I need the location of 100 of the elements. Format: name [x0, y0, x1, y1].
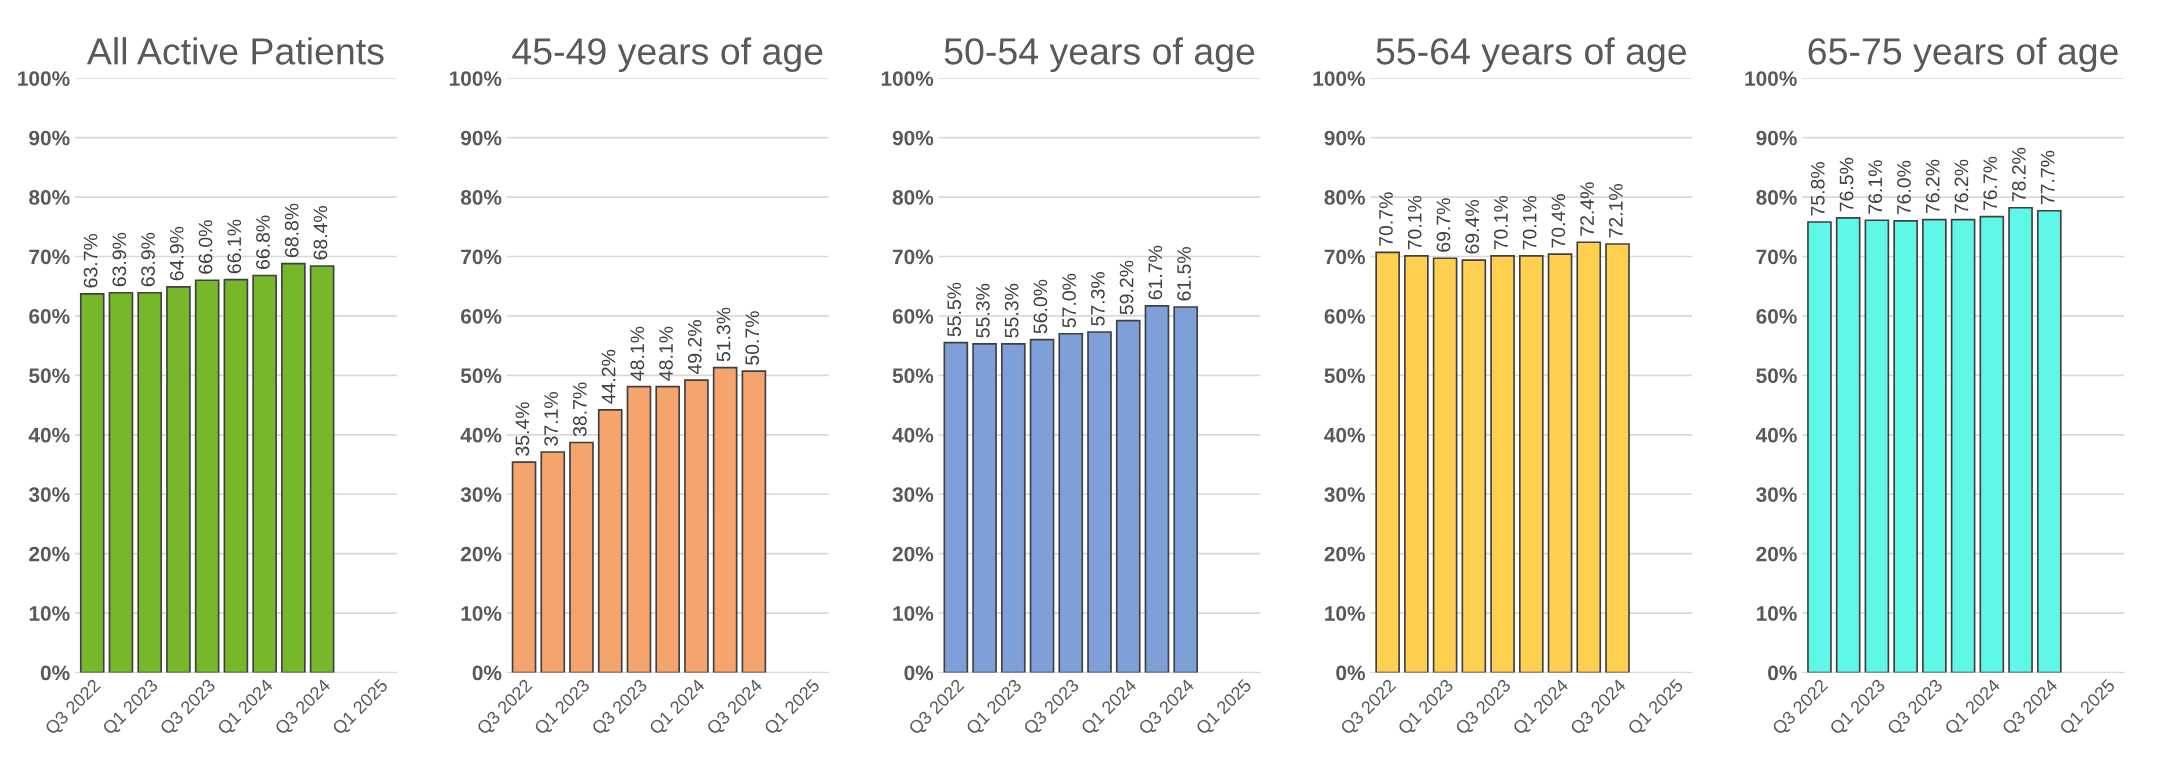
bar [511, 461, 537, 673]
y-tick-label: 90% [1756, 130, 1797, 146]
y-tick-label: 40% [1755, 427, 1797, 443]
y-tick-label: 100% [881, 71, 934, 86]
data-label: 59.2% [1119, 260, 1134, 315]
bar [972, 343, 997, 673]
data-label: 51.3% [716, 307, 731, 362]
data-label: 68.4% [313, 206, 328, 260]
y-tick-label: 10% [461, 606, 502, 621]
bar [1029, 338, 1055, 673]
y-tick-label: 100% [449, 71, 502, 86]
data-label: 35.4% [515, 402, 530, 456]
y-tick-label: 30% [1756, 487, 1797, 503]
data-label: 48.1% [659, 326, 673, 381]
y-tick-label: 10% [893, 606, 934, 621]
data-label: 55.5% [947, 282, 962, 337]
y-tick-label: 50% [1324, 368, 1365, 384]
y-tick-label: 20% [892, 546, 934, 562]
y-tick-label: 90% [1324, 130, 1365, 146]
y-tick-label: 30% [460, 487, 502, 503]
bar [1461, 259, 1487, 673]
y-tick-label: 60% [1756, 308, 1797, 324]
y-tick-label: 70% [1756, 249, 1797, 265]
y-tick-label: 80% [29, 190, 70, 205]
y-tick-label: 60% [29, 308, 70, 324]
data-label: 77.7% [2040, 150, 2055, 205]
bar [655, 385, 681, 673]
y-tick-label: 40% [892, 427, 934, 443]
data-label: 70.1% [1522, 195, 1537, 250]
bar [108, 291, 134, 673]
data-label: 76.2% [1925, 159, 1940, 214]
bar [684, 379, 709, 673]
data-label: 70.7% [1379, 192, 1393, 246]
y-tick-label: 80% [460, 190, 502, 205]
data-label: 48.1% [630, 326, 645, 381]
chart-title: 45-49 years of age [512, 37, 823, 73]
data-label: 70.1% [1494, 195, 1508, 250]
bar [1576, 241, 1602, 673]
y-tick-label: 0% [472, 665, 502, 681]
y-tick-label: 20% [1756, 546, 1797, 562]
bar [137, 291, 163, 673]
data-label: 68.8% [284, 203, 299, 258]
bar [741, 370, 767, 673]
y-tick-label: 90% [892, 130, 934, 146]
data-label: 70.4% [1551, 194, 1566, 248]
bar [540, 451, 566, 673]
y-tick-label: 60% [1324, 308, 1365, 324]
y-tick-label: 20% [1324, 546, 1365, 562]
y-tick-label: 0% [1768, 665, 1797, 681]
bar [1490, 255, 1515, 673]
y-tick-label: 50% [29, 368, 70, 384]
y-tick-label: 70% [892, 249, 934, 265]
y-tick-label: 70% [1324, 249, 1365, 265]
chart-title: 65-75 years of age [1808, 37, 2118, 73]
data-label: 61.5% [1177, 247, 1191, 301]
data-label: 72.1% [1608, 184, 1623, 238]
y-tick-label: 80% [892, 190, 934, 205]
data-label: 76.5% [1839, 157, 1854, 212]
bar [712, 366, 738, 673]
data-label: 49.2% [687, 320, 702, 375]
bar [79, 293, 105, 673]
y-tick-label: 0% [904, 665, 934, 681]
bar [223, 278, 249, 673]
y-tick-label: 40% [460, 427, 502, 443]
bar [281, 262, 306, 673]
data-label: 55.3% [976, 283, 990, 338]
y-tick-label: 100% [18, 71, 70, 86]
data-label: 76.0% [1897, 160, 1911, 215]
data-label: 63.9% [141, 232, 155, 287]
bar [1518, 255, 1544, 673]
data-label: 66.8% [256, 215, 270, 269]
bar [1375, 251, 1400, 673]
y-tick-label: 90% [29, 130, 70, 146]
y-tick-label: 0% [40, 665, 70, 681]
bar [569, 441, 594, 673]
chart-title: 55-64 years of age [1376, 37, 1686, 73]
data-label: 57.0% [1062, 273, 1076, 328]
y-tick-label: 30% [1324, 487, 1365, 503]
data-label: 55.3% [1004, 283, 1019, 338]
bar [1115, 319, 1141, 673]
data-label: 63.9% [112, 232, 127, 287]
y-tick-label: 30% [892, 487, 934, 503]
y-tick-label: 100% [1313, 71, 1365, 86]
bar [1404, 255, 1429, 673]
y-tick-label: 10% [29, 606, 70, 621]
data-label: 50.7% [745, 311, 760, 365]
data-label: 75.8% [1810, 162, 1825, 216]
bar [309, 265, 335, 673]
y-tick-label: 70% [461, 249, 502, 265]
data-label: 78.2% [2012, 147, 2026, 202]
data-label: 37.1% [544, 392, 558, 446]
chart-title: All Active Patients [86, 37, 384, 65]
y-tick-label: 0% [1336, 665, 1365, 681]
bar [1547, 253, 1573, 673]
bar [166, 285, 191, 673]
y-tick-label: 40% [1324, 427, 1365, 443]
bar [1432, 257, 1458, 673]
chart-title: 50-54 years of age [944, 37, 1255, 73]
bar [1605, 243, 1630, 673]
y-tick-label: 100% [1745, 71, 1797, 86]
